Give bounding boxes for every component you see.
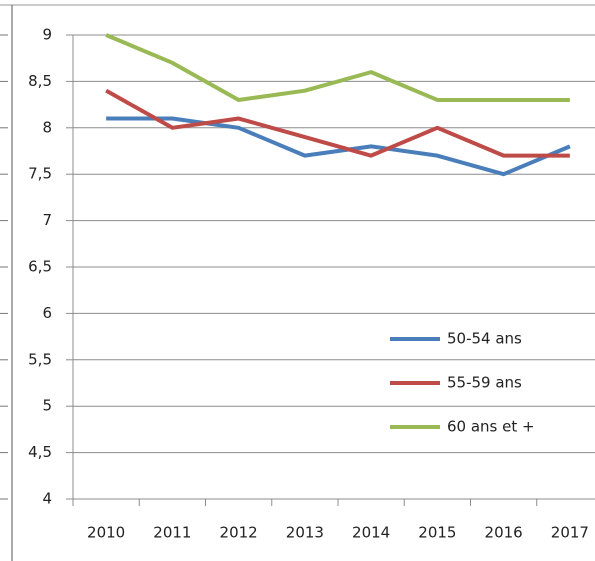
legend-label: 50-54 ans (447, 330, 522, 348)
x-tick-label: 2011 (153, 524, 191, 542)
y-tick-label: 8 (42, 118, 52, 136)
y-tick-label: 7,5 (28, 165, 52, 183)
y-tick-label: 4 (42, 490, 52, 508)
y-tick-label: 4,5 (28, 443, 52, 461)
x-tick-label: 2010 (87, 524, 125, 542)
y-tick-label: 9 (42, 26, 52, 44)
x-tick-label: 2012 (220, 524, 258, 542)
x-tick-label: 2015 (418, 524, 456, 542)
y-tick-label: 6,5 (28, 258, 52, 276)
y-tick-label: 8,5 (28, 72, 52, 90)
y-tick-label: 7 (42, 211, 52, 229)
series-line (106, 116, 571, 177)
y-tick-label: 5,5 (28, 350, 52, 368)
series-line (105, 33, 570, 102)
x-tick-label: 2013 (286, 524, 324, 542)
y-tick-label: 6 (42, 304, 52, 322)
legend-label: 55-59 ans (447, 374, 522, 392)
series-line (105, 88, 570, 158)
y-tick-label: 5 (42, 397, 52, 415)
legend-label: 60 ans et + (447, 418, 535, 436)
x-tick-label: 2016 (485, 524, 523, 542)
x-tick-label: 2014 (352, 524, 390, 542)
x-tick-label: 2017 (551, 524, 589, 542)
